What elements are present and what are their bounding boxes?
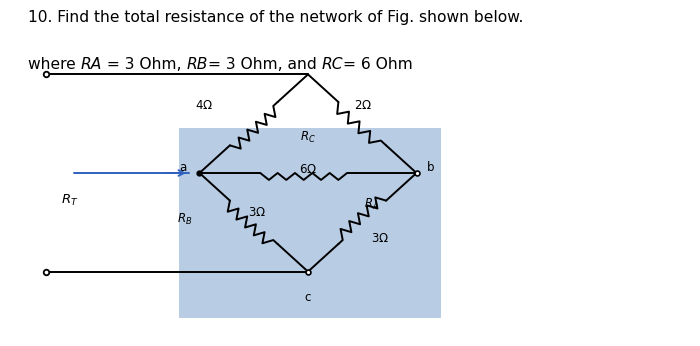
Text: $R_T$: $R_T$ [62,193,78,208]
Text: $R_C$: $R_C$ [300,130,316,145]
Text: 3$\Omega$: 3$\Omega$ [248,206,267,219]
Text: 2$\Omega$: 2$\Omega$ [354,99,372,112]
Text: $R_A$: $R_A$ [364,197,379,212]
Text: where: where [28,57,80,72]
Text: b: b [427,161,435,174]
Text: c: c [304,291,312,304]
Text: RB: RB [186,57,208,72]
Text: = 3 Ohm,: = 3 Ohm, [102,57,186,72]
Text: 4$\Omega$: 4$\Omega$ [195,99,214,112]
Text: RA: RA [80,57,102,72]
Text: $R_B$: $R_B$ [177,212,192,227]
Text: = 3 Ohm, and: = 3 Ohm, and [208,57,321,72]
Text: = 6 Ohm: = 6 Ohm [343,57,413,72]
Text: 6$\Omega$: 6$\Omega$ [299,163,317,176]
Text: 10. Find the total resistance of the network of Fig. shown below.: 10. Find the total resistance of the net… [28,10,524,25]
Text: a: a [180,161,187,174]
Text: 3$\Omega$: 3$\Omega$ [371,232,389,245]
Bar [178,128,441,318]
Text: RC: RC [321,57,343,72]
